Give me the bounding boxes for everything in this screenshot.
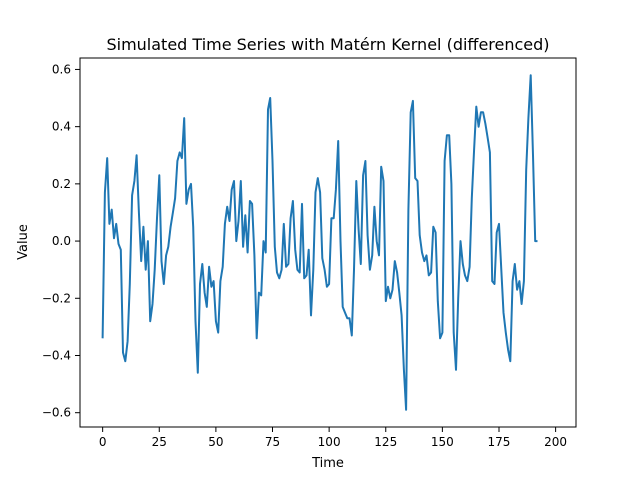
y-tick-label: −0.2 [42, 291, 71, 305]
y-axis-label: Value [16, 224, 31, 260]
y-tick-label: −0.6 [42, 406, 71, 420]
x-tick-label: 100 [318, 435, 341, 449]
x-tick-label: 0 [99, 435, 107, 449]
x-tick-label: 125 [374, 435, 397, 449]
y-tick-label: 0.2 [52, 177, 71, 191]
y-axis: −0.6 −0.4 −0.2 0.0 0.2 0.4 0.6 [42, 62, 80, 420]
y-tick-label: 0.6 [52, 62, 71, 76]
x-tick-label: 150 [431, 435, 454, 449]
y-tick-label: 0.4 [52, 120, 71, 134]
x-axis: 0 25 50 75 100 125 150 175 200 [99, 427, 567, 449]
plot-area [80, 58, 576, 427]
plot-frame [79, 57, 577, 428]
series-line [101, 74, 538, 411]
x-tick-label: 75 [265, 435, 280, 449]
chart-title: Simulated Time Series with Matérn Kernel… [106, 35, 549, 54]
y-tick-label: 0.0 [52, 234, 71, 248]
x-tick-label: 175 [488, 435, 511, 449]
x-tick-label: 50 [208, 435, 223, 449]
x-tick-label: 200 [544, 435, 567, 449]
y-tick-label: −0.4 [42, 348, 71, 362]
x-axis-label: Time [311, 456, 344, 471]
x-tick-label: 25 [152, 435, 167, 449]
